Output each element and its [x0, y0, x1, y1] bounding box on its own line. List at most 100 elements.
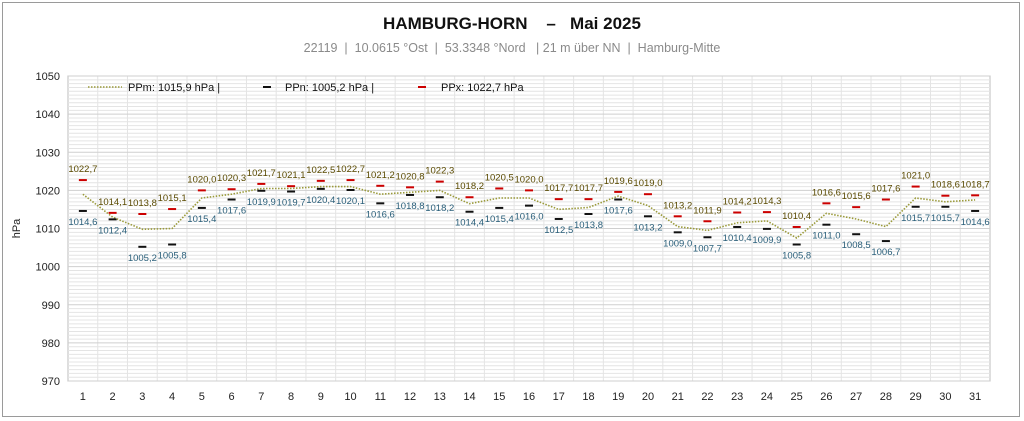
min-data-label: 1006,7 [871, 247, 900, 258]
x-tick-label: 16 [523, 391, 535, 403]
chart-title: HAMBURG-HORN – Mai 2025 [383, 14, 641, 33]
x-tick-label: 4 [169, 391, 175, 403]
mean-pressure-line [82, 185, 976, 239]
x-tick-label: 11 [375, 391, 386, 403]
max-data-label: 1020,0 [514, 174, 543, 185]
min-data-label: 1009,9 [752, 235, 781, 246]
min-data-label: 1011,0 [812, 231, 840, 242]
x-tick-label: 20 [642, 391, 654, 403]
max-data-label: 1022,7 [336, 164, 365, 175]
max-data-label: 1011,9 [693, 205, 721, 216]
x-tick-label: 6 [229, 391, 235, 403]
y-tick-label: 1040 [36, 109, 60, 121]
max-data-label: 1014,1 [98, 197, 127, 208]
min-data-label: 1005,8 [782, 251, 811, 262]
max-data-label: 1014,2 [723, 196, 752, 207]
max-data-label: 1013,8 [128, 198, 157, 209]
max-data-label: 1016,6 [812, 187, 841, 198]
x-tick-label: 27 [850, 391, 862, 403]
min-data-label: 1005,2 [128, 253, 157, 264]
min-data-label: 1012,4 [98, 225, 127, 236]
min-data-label: 1015,7 [931, 213, 960, 224]
legend-mean-label: PPm: 1015,9 hPa | [128, 82, 220, 94]
min-data-label: 1015,4 [187, 214, 216, 225]
legend-min-label: PPn: 1005,2 hPa | [285, 82, 374, 94]
x-tick-label: 15 [493, 391, 505, 403]
y-tick-label: 1050 [36, 71, 60, 83]
x-tick-label: 21 [672, 391, 684, 403]
x-tick-label: 5 [199, 391, 205, 403]
x-tick-label: 19 [612, 391, 624, 403]
max-data-label: 1021,2 [366, 170, 395, 181]
x-tick-label: 1 [80, 391, 86, 403]
max-data-label: 1017,6 [871, 184, 900, 195]
min-data-label: 1012,5 [544, 225, 573, 236]
min-data-label: 1015,4 [485, 214, 514, 225]
y-tick-label: 970 [42, 376, 60, 388]
max-data-label: 1015,1 [158, 193, 187, 204]
max-data-label: 1017,7 [544, 183, 573, 194]
max-data-label: 1021,1 [277, 170, 306, 181]
min-data-label: 1014,4 [455, 218, 484, 229]
x-tick-label: 30 [939, 391, 951, 403]
min-data-label: 1017,6 [217, 206, 246, 217]
y-tick-label: 990 [42, 300, 60, 312]
max-data-label: 1018,7 [961, 179, 990, 190]
max-data-label: 1018,2 [455, 181, 484, 192]
max-data-label: 1021,7 [247, 168, 276, 179]
x-tick-label: 12 [404, 391, 416, 403]
x-tick-label: 14 [463, 391, 475, 403]
min-data-label: 1007,7 [693, 243, 722, 254]
x-tick-label: 2 [110, 391, 116, 403]
max-data-label: 1020,3 [217, 173, 246, 184]
max-data-label: 1020,8 [396, 171, 425, 182]
chart-subtitle: 22119 | 10.0615 °Ost | 53.3348 °Nord | 2… [303, 41, 721, 55]
max-data-label: 1020,5 [485, 172, 514, 183]
max-data-label: 1015,6 [842, 191, 871, 202]
min-data-label: 1013,8 [574, 220, 603, 231]
x-tick-label: 3 [139, 391, 145, 403]
min-data-label: 1008,5 [842, 240, 871, 251]
min-data-label: 1014,6 [961, 217, 990, 228]
min-data-label: 1016,0 [514, 212, 543, 223]
legend-max-label: PPx: 1022,7 hPa [441, 82, 524, 94]
max-data-label: 1019,0 [633, 178, 662, 189]
x-tick-label: 23 [731, 391, 743, 403]
min-data-label: 1014,6 [68, 217, 97, 228]
min-data-label: 1018,8 [396, 201, 425, 212]
y-tick-label: 1010 [36, 224, 60, 236]
min-data-label: 1015,7 [901, 213, 930, 224]
x-tick-label: 13 [434, 391, 446, 403]
x-tick-label: 26 [820, 391, 832, 403]
max-data-label: 1013,2 [663, 200, 692, 211]
min-data-label: 1016,6 [366, 209, 395, 220]
max-data-label: 1014,3 [752, 196, 781, 207]
min-data-label: 1019,9 [247, 197, 276, 208]
max-data-label: 1022,5 [306, 165, 335, 176]
x-tick-label: 8 [288, 391, 294, 403]
min-data-label: 1005,8 [158, 251, 187, 262]
max-data-label: 1017,7 [574, 183, 603, 194]
max-data-label: 1018,6 [931, 180, 960, 191]
x-tick-label: 25 [791, 391, 803, 403]
x-tick-label: 31 [969, 391, 981, 403]
x-tick-label: 9 [318, 391, 324, 403]
max-data-label: 1020,0 [187, 174, 216, 185]
max-data-label: 1022,7 [68, 164, 97, 175]
max-data-label: 1022,3 [425, 166, 454, 177]
min-data-label: 1017,6 [604, 206, 633, 217]
y-axis-label: hPa [11, 218, 23, 238]
x-tick-label: 28 [880, 391, 892, 403]
x-tick-label: 10 [344, 391, 356, 403]
min-data-label: 1009,0 [663, 238, 692, 249]
x-tick-label: 18 [582, 391, 594, 403]
max-data-label: 1019,6 [604, 176, 633, 187]
y-tick-label: 1020 [36, 185, 60, 197]
min-data-label: 1019,7 [277, 198, 306, 209]
x-tick-label: 17 [553, 391, 565, 403]
y-tick-label: 1030 [36, 147, 60, 159]
min-data-label: 1010,4 [723, 233, 752, 244]
x-tick-label: 22 [701, 391, 713, 403]
x-tick-label: 24 [761, 391, 773, 403]
